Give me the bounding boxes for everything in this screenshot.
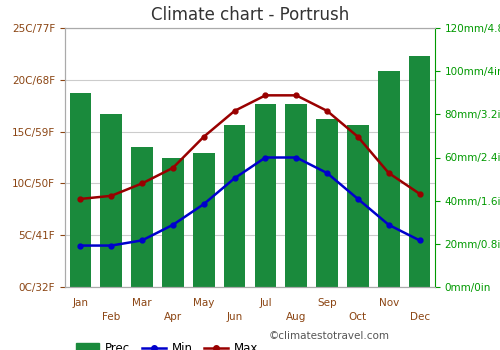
Bar — [316, 119, 338, 287]
Title: Climate chart - Portrush: Climate chart - Portrush — [151, 6, 349, 24]
Bar — [254, 104, 276, 287]
Bar — [347, 125, 368, 287]
Bar — [193, 153, 214, 287]
Text: Mar: Mar — [132, 298, 152, 308]
Text: Jun: Jun — [226, 312, 242, 322]
Text: Sep: Sep — [318, 298, 337, 308]
Text: Dec: Dec — [410, 312, 430, 322]
Text: Feb: Feb — [102, 312, 120, 322]
Text: Aug: Aug — [286, 312, 306, 322]
Bar — [162, 158, 184, 287]
Bar — [286, 104, 307, 287]
Bar — [224, 125, 246, 287]
Bar — [409, 56, 430, 287]
Legend: Prec, Min, Max: Prec, Min, Max — [71, 337, 263, 350]
Text: ©climatestotravel.com: ©climatestotravel.com — [268, 331, 390, 341]
Text: Oct: Oct — [349, 312, 367, 322]
Bar — [100, 114, 122, 287]
Text: Nov: Nov — [378, 298, 399, 308]
Text: Jul: Jul — [259, 298, 272, 308]
Bar — [70, 93, 91, 287]
Bar — [132, 147, 153, 287]
Text: Jan: Jan — [72, 298, 88, 308]
Text: Apr: Apr — [164, 312, 182, 322]
Text: May: May — [193, 298, 214, 308]
Bar — [378, 71, 400, 287]
